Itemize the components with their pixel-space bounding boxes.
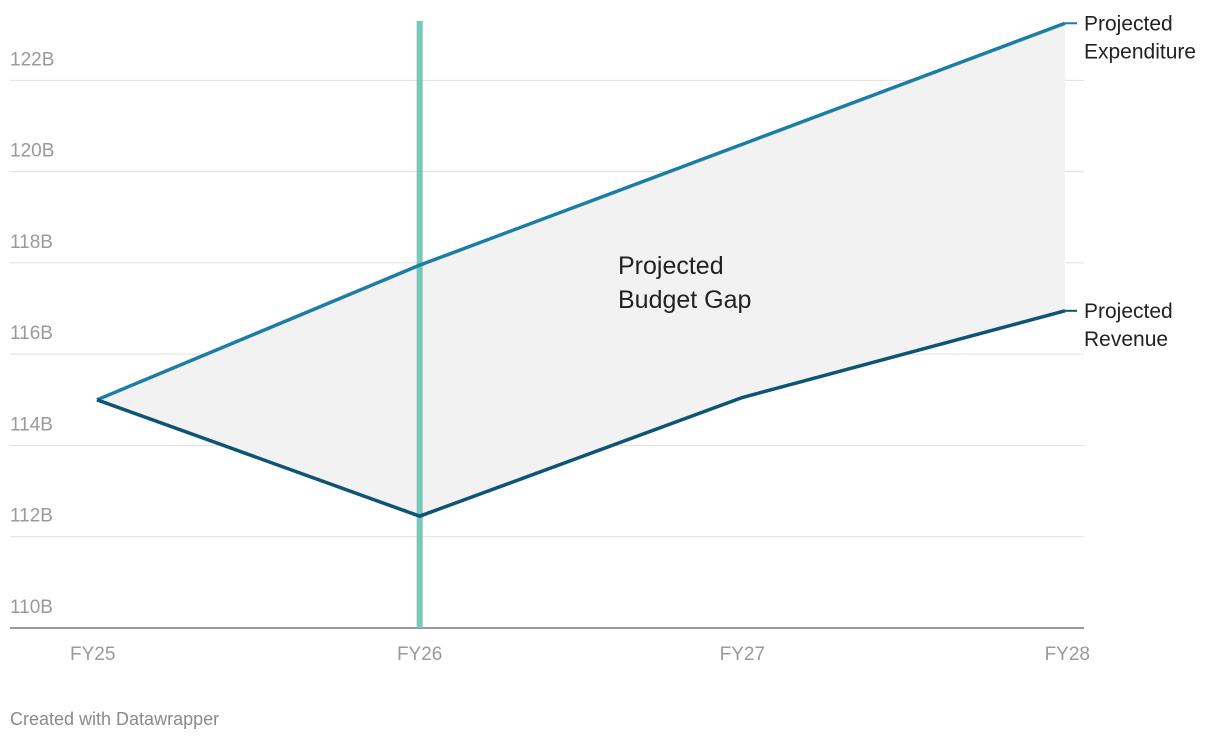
annotation-line: Budget Gap — [618, 286, 751, 314]
series-label-line: Projected — [1084, 299, 1173, 322]
y-tick-label: 112B — [10, 506, 53, 527]
y-tick-label: 120B — [10, 141, 54, 162]
series-line — [96, 21, 1066, 402]
y-tick-label: 114B — [10, 414, 53, 435]
series-label-line: Projected — [1084, 12, 1173, 35]
x-tick-label: FY25 — [70, 644, 115, 665]
series-line — [96, 309, 1066, 518]
series-label-line: Revenue — [1084, 327, 1168, 350]
x-tick-label: FY26 — [397, 644, 442, 665]
series-label-line: Expenditure — [1084, 40, 1196, 63]
y-tick-label: 110B — [10, 597, 53, 618]
annotation: Projected Budget Gap — [618, 252, 751, 314]
footer: Created with Datawrapper — [10, 709, 219, 729]
x-tick-label: FY28 — [1045, 644, 1090, 665]
y-tick-label: 122B — [10, 49, 54, 70]
series-label: Projected Expenditure — [1084, 12, 1196, 63]
annotation-line: Projected — [618, 252, 724, 280]
series-label: Projected Revenue — [1084, 299, 1173, 350]
y-tick-label: 118B — [10, 232, 53, 253]
y-tick-label: 116B — [10, 323, 53, 344]
gap-area — [97, 23, 1065, 517]
x-tick-label: FY27 — [720, 644, 765, 665]
